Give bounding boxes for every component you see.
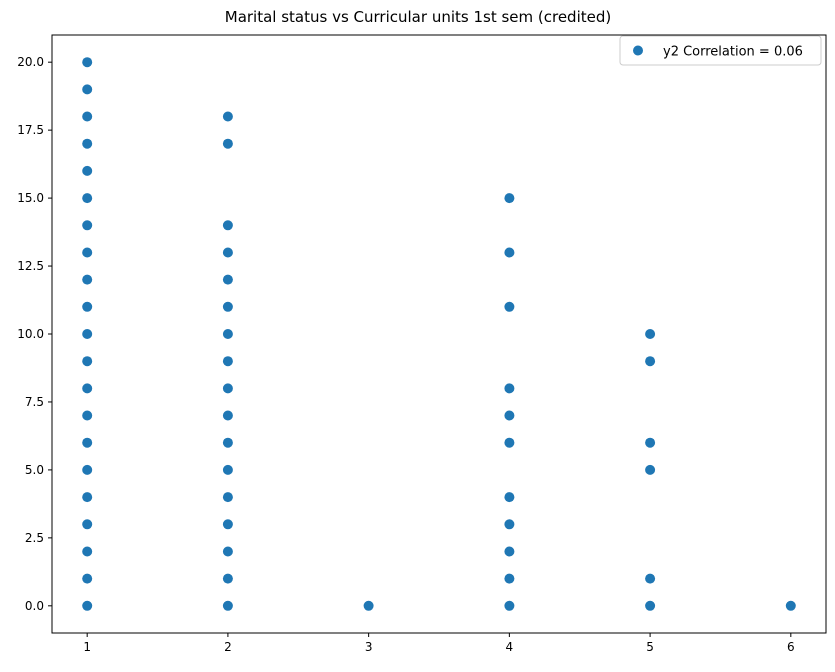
x-tick-label: 5 [646,640,654,654]
y-tick-label: 7.5 [25,395,44,409]
data-point [504,573,515,584]
data-point [82,165,93,176]
legend-marker [633,45,643,56]
data-point [645,600,656,611]
data-point [82,410,93,421]
y-tick-label: 17.5 [17,123,44,137]
y-axis: 0.0 2.5 5.0 7.5 10.0 12.5 15.0 17.5 20.0 [17,55,52,613]
data-point [82,546,93,557]
y-tick-label: 2.5 [25,531,44,545]
data-point [82,301,93,312]
x-tick-label: 1 [83,640,91,654]
data-point [82,193,93,204]
data-point [504,519,515,530]
y-tick-label: 10.0 [17,327,44,341]
data-point [504,193,515,204]
data-point [82,220,93,231]
data-point [82,356,93,367]
data-point [82,138,93,149]
data-point [222,600,233,611]
data-point [222,329,233,339]
x-tick-label: 6 [787,640,795,654]
data-point [82,274,93,285]
points-layer [82,57,796,611]
data-point [645,356,656,367]
y-tick-label: 0.0 [25,599,44,613]
data-point [363,600,374,611]
y-tick-label: 5.0 [25,463,44,477]
data-point [504,383,515,394]
data-point [222,464,233,475]
data-point [785,600,796,611]
data-point [222,546,233,557]
data-point [82,383,93,394]
data-point [222,138,233,149]
data-point [222,383,233,394]
data-point [222,301,233,312]
data-point [645,329,656,339]
data-point [82,57,93,68]
data-point [82,111,93,122]
data-point [82,247,93,258]
data-point [222,247,233,258]
data-point [222,356,233,367]
data-point [82,519,93,530]
data-point [82,84,93,95]
x-axis: 1 2 3 4 5 6 [83,633,795,654]
y-tick-label: 20.0 [17,55,44,69]
y-tick-label: 15.0 [17,191,44,205]
data-point [504,410,515,421]
data-point [82,492,93,503]
data-point [82,437,93,448]
chart-title: Marital status vs Curricular units 1st s… [225,8,611,26]
x-tick-label: 3 [365,640,373,654]
data-point [645,437,656,448]
data-point [222,437,233,448]
data-point [82,573,93,584]
data-point [504,301,515,312]
data-point [82,329,93,339]
data-point [222,492,233,503]
data-point [504,247,515,258]
plot-frame [51,34,827,634]
data-point [222,111,233,122]
data-point [504,492,515,503]
data-point [222,274,233,285]
legend-label: y2 Correlation = 0.06 [663,45,803,60]
data-point [222,519,233,530]
x-tick-label: 2 [224,640,232,654]
data-point [645,573,656,584]
x-tick-label: 4 [506,640,514,654]
data-point [504,437,515,448]
data-point [645,464,656,475]
data-point [222,410,233,421]
data-point [222,573,233,584]
data-point [82,600,93,611]
data-point [222,220,233,231]
y-tick-label: 12.5 [17,259,44,273]
data-point [504,600,515,611]
legend: y2 Correlation = 0.06 [619,35,822,66]
data-point [82,464,93,475]
data-point [504,546,515,557]
legend-box [619,35,822,66]
